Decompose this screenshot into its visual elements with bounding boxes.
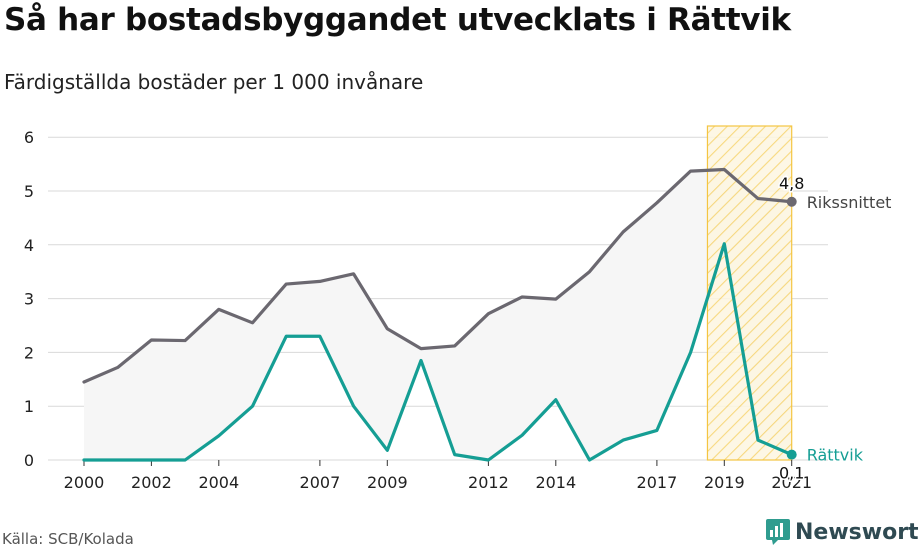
chart-subtitle: Färdigställda bostäder per 1 000 invånar… xyxy=(4,70,424,94)
series-line-rikssnittet xyxy=(82,167,794,384)
source-note: Källa: SCB/Kolada xyxy=(2,530,134,548)
y-tick-label: 2 xyxy=(24,343,34,362)
brand-name: Newsworthy xyxy=(795,519,920,545)
x-tick-label: 2007 xyxy=(300,473,341,492)
series-name-label: Rättvik xyxy=(807,446,864,465)
y-tick-label: 1 xyxy=(24,397,34,416)
end-point-marker xyxy=(786,196,797,207)
chart-title: Så har bostadsbyggandet utvecklats i Rät… xyxy=(4,2,791,38)
x-tick-label: 2012 xyxy=(468,473,509,492)
x-tick-label: 2019 xyxy=(704,473,745,492)
end-value-label: 4,8 xyxy=(779,174,804,193)
series-name-label: Rikssnittet xyxy=(807,193,892,212)
x-tick-label: 2000 xyxy=(64,473,105,492)
x-tick-label: 2002 xyxy=(131,473,172,492)
series-gap-area xyxy=(84,169,792,461)
brand-logo: Newsworthy xyxy=(766,519,920,545)
x-tick-label: 2017 xyxy=(637,473,678,492)
x-tick-label: 2014 xyxy=(535,473,576,492)
end-value-label: 0,1 xyxy=(779,464,804,483)
y-tick-label: 5 xyxy=(24,182,34,201)
y-tick-label: 6 xyxy=(24,128,34,147)
x-tick-label: 2009 xyxy=(367,473,408,492)
highlight-period-band xyxy=(706,125,793,461)
x-tick-label: 2021 xyxy=(771,473,812,492)
y-tick-label: 0 xyxy=(24,451,34,470)
series-line-rattvik xyxy=(82,242,794,462)
y-tick-label: 3 xyxy=(24,290,34,309)
x-tick-label: 2004 xyxy=(198,473,239,492)
newsworthy-logo-icon xyxy=(766,519,790,545)
y-tick-label: 4 xyxy=(24,236,34,255)
end-point-marker xyxy=(786,449,797,460)
